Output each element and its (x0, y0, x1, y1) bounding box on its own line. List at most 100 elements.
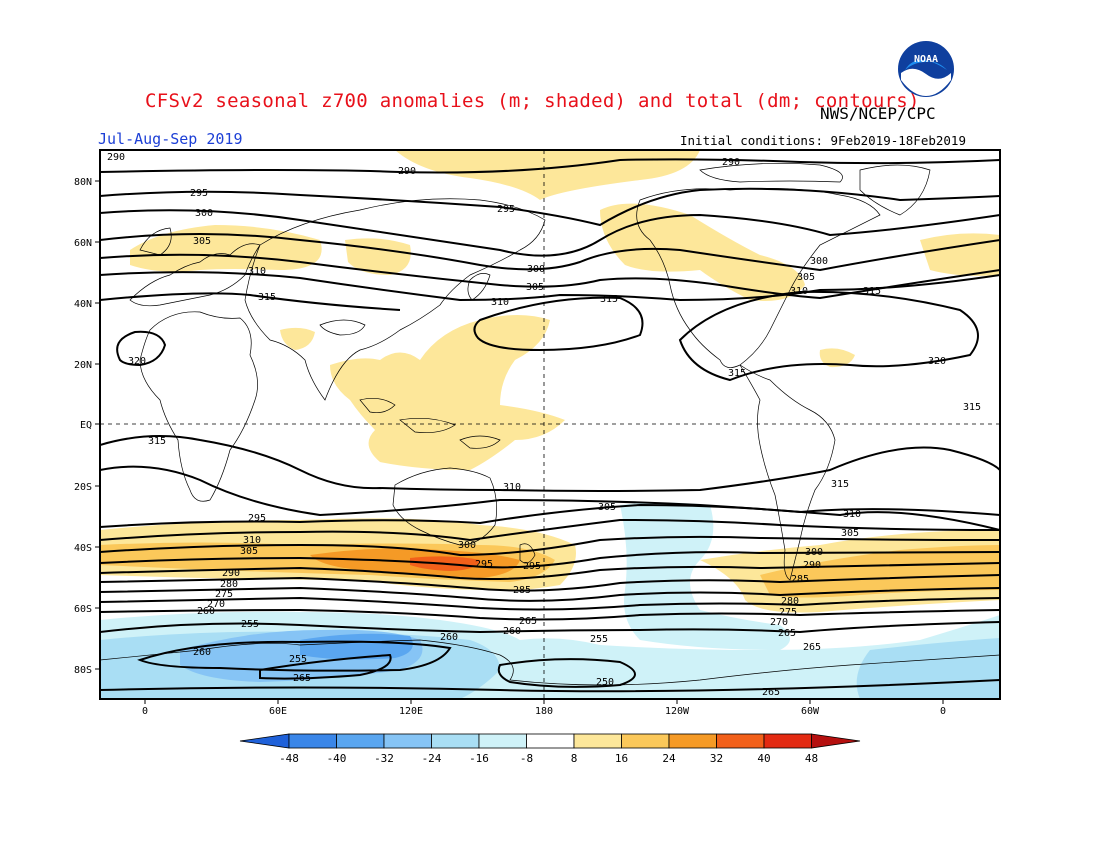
colorbar-tick-label: 32 (710, 752, 723, 765)
colorbar-bin (383, 733, 432, 749)
colorbar-tick-label: 48 (805, 752, 818, 765)
latitude-labels: 80N 60N 40N 20N EQ 20S 40S 60S 80S (74, 177, 100, 676)
contour-label: 300 (810, 256, 828, 267)
colorbar-tick-label: -24 (422, 752, 442, 765)
contour-label: 275 (215, 589, 233, 600)
contour-label: 260 (440, 632, 458, 643)
contour-label: 300 (458, 540, 476, 551)
coastlines (100, 162, 1000, 686)
contour-label: 315 (728, 368, 746, 379)
anomaly-shading (100, 150, 1000, 699)
colorbar-bin (336, 733, 385, 749)
colorbar-bin (478, 733, 527, 749)
contour-label: 295 (475, 559, 493, 570)
lon-label: 0 (940, 706, 946, 717)
contour-label: 290 (803, 560, 821, 571)
contour-label: 310 (790, 286, 808, 297)
lon-label: 60E (269, 706, 287, 717)
colorbar-tick-label: 16 (615, 752, 628, 765)
contour-label: 295 (190, 188, 208, 199)
contour-label: 310 (843, 509, 861, 520)
colorbar-bin (431, 733, 480, 749)
contour-label: 265 (762, 687, 780, 698)
contour-label: 255 (241, 619, 259, 630)
contour-label: 250 (596, 677, 614, 688)
contour-label: 280 (781, 596, 799, 607)
colorbar-bin (573, 733, 622, 749)
contour-label: 315 (963, 402, 981, 413)
contour-label: 255 (590, 634, 608, 645)
colorbar-left-arrow (239, 733, 290, 749)
lat-label: 80N (74, 177, 92, 188)
contour-label: 285 (513, 585, 531, 596)
lat-label: 20N (74, 360, 92, 371)
colorbar-bin (716, 733, 765, 749)
contour-label: 260 (503, 626, 521, 637)
organization-label: NWS/NCEP/CPC (820, 104, 936, 123)
contour-label: 265 (803, 642, 821, 653)
contour-label: 315 (831, 479, 849, 490)
contour-label: 305 (240, 546, 258, 557)
initial-conditions-label: Initial conditions: 9Feb2019-18Feb2019 (680, 133, 966, 148)
contour-label: 255 (289, 654, 307, 665)
contour-label: 300 (195, 208, 213, 219)
colorbar-tick-label: 40 (757, 752, 770, 765)
contour-label: 265 (778, 628, 796, 639)
lat-label: 60N (74, 238, 92, 249)
lon-label: 0 (142, 706, 148, 717)
colorbar-bin (621, 733, 670, 749)
contour-label: 305 (797, 272, 815, 283)
contour-label: 265 (519, 616, 537, 627)
colorbar-tick-label: -48 (279, 752, 299, 765)
contour-label: 280 (220, 579, 238, 590)
contour-label: 290 (722, 157, 740, 168)
contour-label: 260 (197, 606, 215, 617)
colorbar-tick-label: -8 (520, 752, 533, 765)
contour-label: 310 (503, 482, 521, 493)
lon-label: 120E (399, 706, 423, 717)
colorbar-bin (763, 733, 812, 749)
contour-label: 290 (222, 568, 240, 579)
colorbar-tick-label: -32 (374, 752, 394, 765)
contour-label: 310 (248, 266, 266, 277)
contour-label: 275 (779, 607, 797, 618)
contour-label: 295 (497, 204, 515, 215)
contour-label: 305 (193, 236, 211, 247)
colorbar-bin (526, 733, 575, 749)
contour-label: 305 (526, 282, 544, 293)
height-contours (100, 158, 1000, 693)
lon-label: 120W (665, 706, 690, 717)
lon-label: 180 (535, 706, 553, 717)
colorbar-tick-label: 8 (571, 752, 578, 765)
noaa-logo-icon: NOAA (898, 41, 954, 97)
season-label: Jul-Aug-Sep 2019 (98, 130, 243, 148)
contour-label: 265 (293, 673, 311, 684)
contour-label: 260 (193, 647, 211, 658)
contour-label: 290 (107, 152, 125, 163)
contour-label: 300 (527, 264, 545, 275)
svg-text:NOAA: NOAA (914, 54, 938, 65)
colorbar-tick-label: -40 (327, 752, 347, 765)
lat-label: 40S (74, 543, 92, 554)
colorbar-ticks: -48 -40 -32 -24 -16 -8 8 16 24 32 40 48 (279, 752, 818, 765)
contour-label: 315 (148, 436, 166, 447)
colorbar-bin (668, 733, 717, 749)
contour-label: 290 (398, 166, 416, 177)
contour-label: 270 (770, 617, 788, 628)
contour-label: 300 (805, 547, 823, 558)
contour-label: 315 (258, 292, 276, 303)
colorbar-tick-label: 24 (662, 752, 676, 765)
contour-labels: 290 290 290 295 295 295 300 300 300 305 … (107, 152, 981, 698)
lon-label: 60W (801, 706, 820, 717)
colorbar (239, 733, 861, 749)
lat-label: 40N (74, 299, 92, 310)
lat-label: EQ (80, 420, 92, 431)
contour-label: 305 (598, 502, 616, 513)
lat-label: 80S (74, 665, 92, 676)
contour-label: 295 (248, 513, 266, 524)
colorbar-tick-label: -16 (469, 752, 489, 765)
lat-label: 60S (74, 604, 92, 615)
contour-label: 315 (600, 294, 618, 305)
longitude-labels: 0 60E 120E 180 120W 60W 0 (142, 699, 946, 717)
